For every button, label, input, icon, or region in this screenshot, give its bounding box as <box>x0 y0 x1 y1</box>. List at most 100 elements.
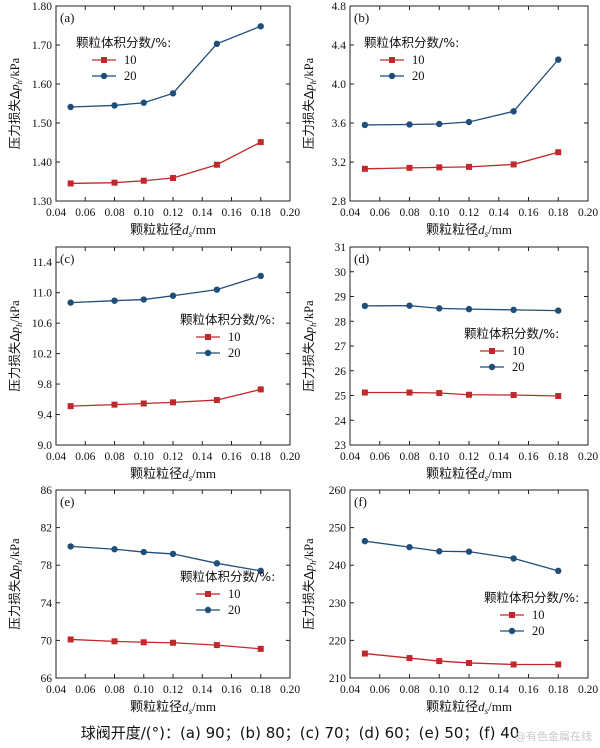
y-tick-label: 78 <box>41 560 53 572</box>
figure-canvas: 0.04 0.06 0.08 0.10 0.12 0.14 0.16 0.18 0.20 1.30… <box>7 1 598 716</box>
data-point-10 <box>213 161 220 168</box>
legend: 颗粒体积分数/%: 10 20 <box>484 590 579 638</box>
y-tick-label: 1.30 <box>32 196 52 208</box>
data-point-20 <box>436 120 443 128</box>
series-line-20 <box>70 545 261 572</box>
x-tick-label: 0.14 <box>192 207 212 219</box>
y-tick-label: 210 <box>329 673 347 685</box>
y-tick-label: 3.2 <box>332 157 347 169</box>
data-point-20 <box>361 302 369 310</box>
legend-marker-10 <box>389 57 395 63</box>
x-tick-label: 0.06 <box>370 207 390 219</box>
y-tick-label: 66 <box>41 673 53 685</box>
data-point-10 <box>406 164 413 171</box>
x-tick-label: 0.14 <box>489 207 509 219</box>
data-point-10 <box>361 389 368 396</box>
x-tick-label: 0.10 <box>134 207 154 219</box>
data-point-20 <box>465 118 473 126</box>
x-tick-label: 0.14 <box>489 684 509 696</box>
y-tick-label: 27 <box>335 341 347 353</box>
x-tick-label: 0.10 <box>429 207 449 219</box>
x-tick-label: 0.20 <box>578 451 598 463</box>
x-tick-label: 0.08 <box>104 451 124 463</box>
panel-label: (e) <box>60 494 74 509</box>
series-line-10 <box>70 388 261 407</box>
y-tick-label: 11.0 <box>32 288 52 300</box>
data-point-20 <box>111 297 118 304</box>
data-point-20 <box>361 537 369 545</box>
data-point-10 <box>555 661 562 668</box>
x-tick-label: 0.20 <box>578 684 598 696</box>
data-point-10 <box>111 638 118 645</box>
data-point-20 <box>67 299 74 306</box>
data-point-10 <box>510 392 517 399</box>
panel-label: (a) <box>60 10 74 25</box>
data-point-10 <box>257 139 264 146</box>
chart-panel-c: 0.04 0.06 0.08 0.10 0.12 0.14 0.16 0.18 0.20 9.0 9… <box>7 246 300 483</box>
legend-marker-20 <box>508 627 516 635</box>
legend-marker-20 <box>488 363 496 371</box>
y-tick-label: 240 <box>329 560 347 572</box>
data-point-10 <box>213 397 220 404</box>
panel-label: (d) <box>354 251 369 266</box>
y-tick-label: 86 <box>41 485 53 497</box>
data-point-10 <box>67 180 74 187</box>
legend: 颗粒体积分数/%: 10 20 <box>364 35 459 83</box>
legend-entry-10: 10 <box>512 344 525 358</box>
series-line-10 <box>364 151 559 170</box>
x-tick-label: 0.10 <box>429 684 449 696</box>
y-tick-label: 1.70 <box>32 40 52 52</box>
x-tick-label: 0.10 <box>134 684 154 696</box>
y-tick-label: 82 <box>41 523 53 535</box>
legend-title: 颗粒体积分数/%: <box>76 35 171 50</box>
data-point-20 <box>465 305 473 313</box>
x-tick-label: 0.04 <box>340 451 360 463</box>
legend-marker-10 <box>489 348 495 354</box>
legend-entry-10: 10 <box>412 53 425 67</box>
data-point-10 <box>406 655 413 662</box>
x-tick-label: 0.18 <box>251 684 271 696</box>
x-tick-label: 0.12 <box>163 684 183 696</box>
legend-marker-20 <box>388 72 396 80</box>
data-point-10 <box>555 392 562 399</box>
legend-marker-10 <box>205 591 211 597</box>
data-point-20 <box>169 292 177 299</box>
data-point-10 <box>555 149 562 156</box>
legend-entry-20: 20 <box>512 360 525 374</box>
data-point-20 <box>213 40 221 48</box>
x-tick-label: 0.18 <box>251 207 271 219</box>
x-tick-label: 0.06 <box>75 451 95 463</box>
y-tick-label: 9.4 <box>38 410 53 422</box>
x-tick-label: 0.12 <box>163 451 183 463</box>
data-point-20 <box>67 103 74 111</box>
y-tick-label: 4.8 <box>332 1 347 13</box>
data-point-10 <box>257 386 264 393</box>
legend-marker-20 <box>204 606 212 614</box>
y-tick-label: 10.2 <box>32 349 52 361</box>
legend-marker-10 <box>101 57 107 63</box>
legend-entry-10: 10 <box>228 587 241 601</box>
y-axis-label: 压力损失Δph/kPa <box>7 57 24 149</box>
y-tick-label: 31 <box>335 242 347 254</box>
plot-frame <box>55 246 291 446</box>
chart-panel-a: 0.04 0.06 0.08 0.10 0.12 0.14 0.16 0.18 0.20 1.30… <box>7 1 300 239</box>
x-tick-label: 0.18 <box>548 684 568 696</box>
y-tick-label: 10.6 <box>32 318 52 330</box>
chart-panel-b: 0.04 0.06 0.08 0.10 0.12 0.14 0.16 0.18 0.20 2.8 3… <box>301 1 598 239</box>
data-point-10 <box>406 389 413 396</box>
x-tick-label: 0.06 <box>75 207 95 219</box>
legend-marker-20 <box>100 72 108 80</box>
plot-frame <box>55 489 291 679</box>
y-tick-label: 26 <box>335 366 347 378</box>
data-point-10 <box>436 658 443 665</box>
y-tick-label: 29 <box>335 292 347 304</box>
data-point-10 <box>140 639 147 646</box>
series-line-20 <box>364 540 559 572</box>
legend: 颗粒体积分数/%: 10 20 <box>464 326 559 374</box>
data-point-10 <box>361 650 368 657</box>
y-tick-label: 9.0 <box>38 440 53 452</box>
y-axis-label: 压力损失Δph/kPa <box>301 538 318 630</box>
data-point-20 <box>510 306 517 314</box>
data-point-10 <box>466 163 472 170</box>
plot-frame <box>349 489 589 679</box>
